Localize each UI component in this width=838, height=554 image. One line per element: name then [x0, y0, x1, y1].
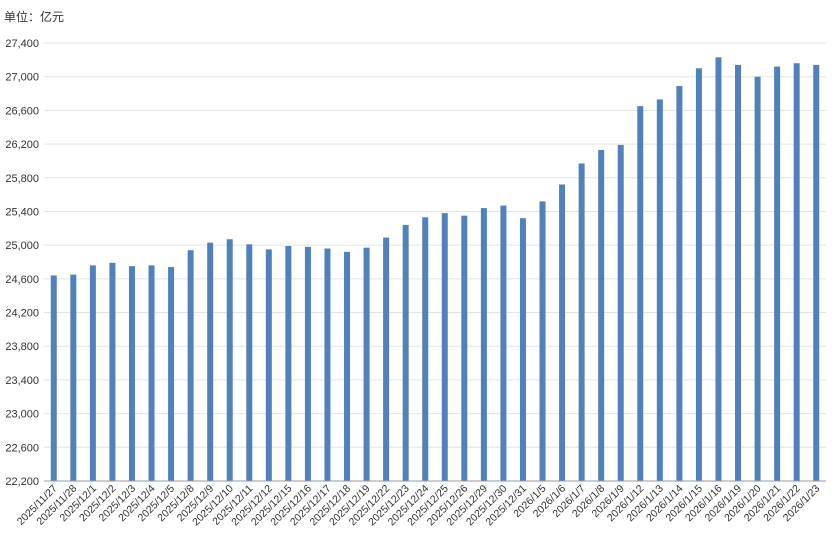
y-tick-label: 22,200: [5, 476, 39, 488]
y-tick-label: 24,200: [5, 308, 39, 320]
y-tick-label: 22,600: [5, 442, 39, 454]
y-tick-label: 25,000: [5, 240, 39, 252]
y-tick-label: 24,600: [5, 274, 39, 286]
bar: [226, 239, 233, 481]
bar: [324, 248, 331, 481]
bar: [695, 68, 702, 482]
bar: [89, 265, 96, 481]
y-tick-label: 23,800: [5, 341, 39, 353]
bar: [500, 205, 507, 482]
unit-label: 单位：亿元: [4, 10, 65, 24]
bar: [813, 64, 820, 482]
bars: [50, 57, 820, 482]
gridlines: [44, 42, 826, 482]
bar: [168, 267, 175, 481]
y-tick-label: 23,400: [5, 375, 39, 387]
bar: [422, 217, 429, 481]
bar: [617, 144, 624, 481]
bar: [793, 63, 800, 481]
bar: [519, 218, 526, 481]
bar: [304, 246, 311, 481]
bar: [148, 265, 155, 481]
bar: [735, 64, 742, 482]
bar: [402, 224, 409, 481]
bar: [50, 275, 57, 481]
bar: [265, 249, 272, 481]
bar: [344, 251, 351, 481]
bar: [109, 262, 116, 481]
bar: [207, 242, 214, 481]
bar: [480, 208, 487, 482]
y-tick-label: 26,600: [5, 105, 39, 117]
bar: [578, 163, 585, 481]
bar: [246, 244, 253, 481]
bar: [676, 85, 683, 481]
bar: [637, 106, 644, 481]
y-tick-label: 25,800: [5, 173, 39, 185]
bar: [598, 149, 605, 481]
bar: [559, 184, 566, 481]
bar: [539, 201, 546, 481]
bar: [774, 66, 781, 481]
y-tick-label: 25,400: [5, 206, 39, 218]
y-tick-label: 27,000: [5, 72, 39, 84]
y-tick-label: 23,000: [5, 409, 39, 421]
bar: [383, 237, 390, 481]
bar: [656, 99, 663, 481]
x-axis-ticks: 2025/11/272025/11/282025/12/12025/12/220…: [15, 483, 823, 529]
bar: [754, 76, 761, 481]
bar: [715, 57, 722, 482]
bar: [128, 266, 135, 481]
bar: [461, 215, 468, 481]
y-tick-label: 27,400: [5, 38, 39, 50]
y-tick-label: 26,200: [5, 139, 39, 151]
y-axis-ticks: 22,200 22,600 23,000 23,400 23,800 24,200 24,6…: [5, 38, 39, 488]
bar: [70, 274, 77, 481]
bar: [363, 247, 370, 481]
bar: [441, 213, 448, 481]
bar: [285, 245, 292, 481]
bar: [187, 250, 194, 481]
